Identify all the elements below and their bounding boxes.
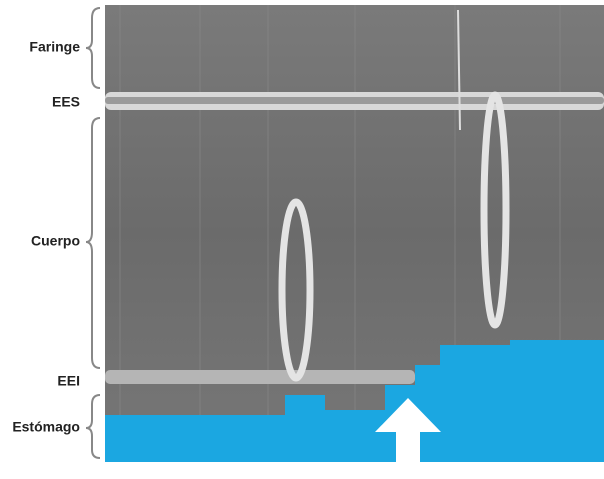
brace-cuerpo bbox=[86, 118, 100, 368]
label: EES bbox=[52, 94, 80, 110]
eei-band bbox=[105, 370, 415, 384]
label: Estómago bbox=[12, 419, 80, 435]
manometry-image bbox=[105, 5, 604, 462]
ees-band-core bbox=[105, 97, 604, 104]
brace-estomago bbox=[86, 395, 100, 458]
figure: Faringe EES Cuerpo EEI Estómago bbox=[0, 0, 604, 474]
brace-faringe bbox=[86, 8, 100, 88]
braces bbox=[86, 8, 100, 458]
page: {"labels": {"faringe": "Faringe", "ees":… bbox=[0, 0, 604, 474]
label: Cuerpo bbox=[31, 233, 80, 249]
label: Faringe bbox=[29, 39, 80, 55]
label: EEI bbox=[57, 373, 80, 389]
